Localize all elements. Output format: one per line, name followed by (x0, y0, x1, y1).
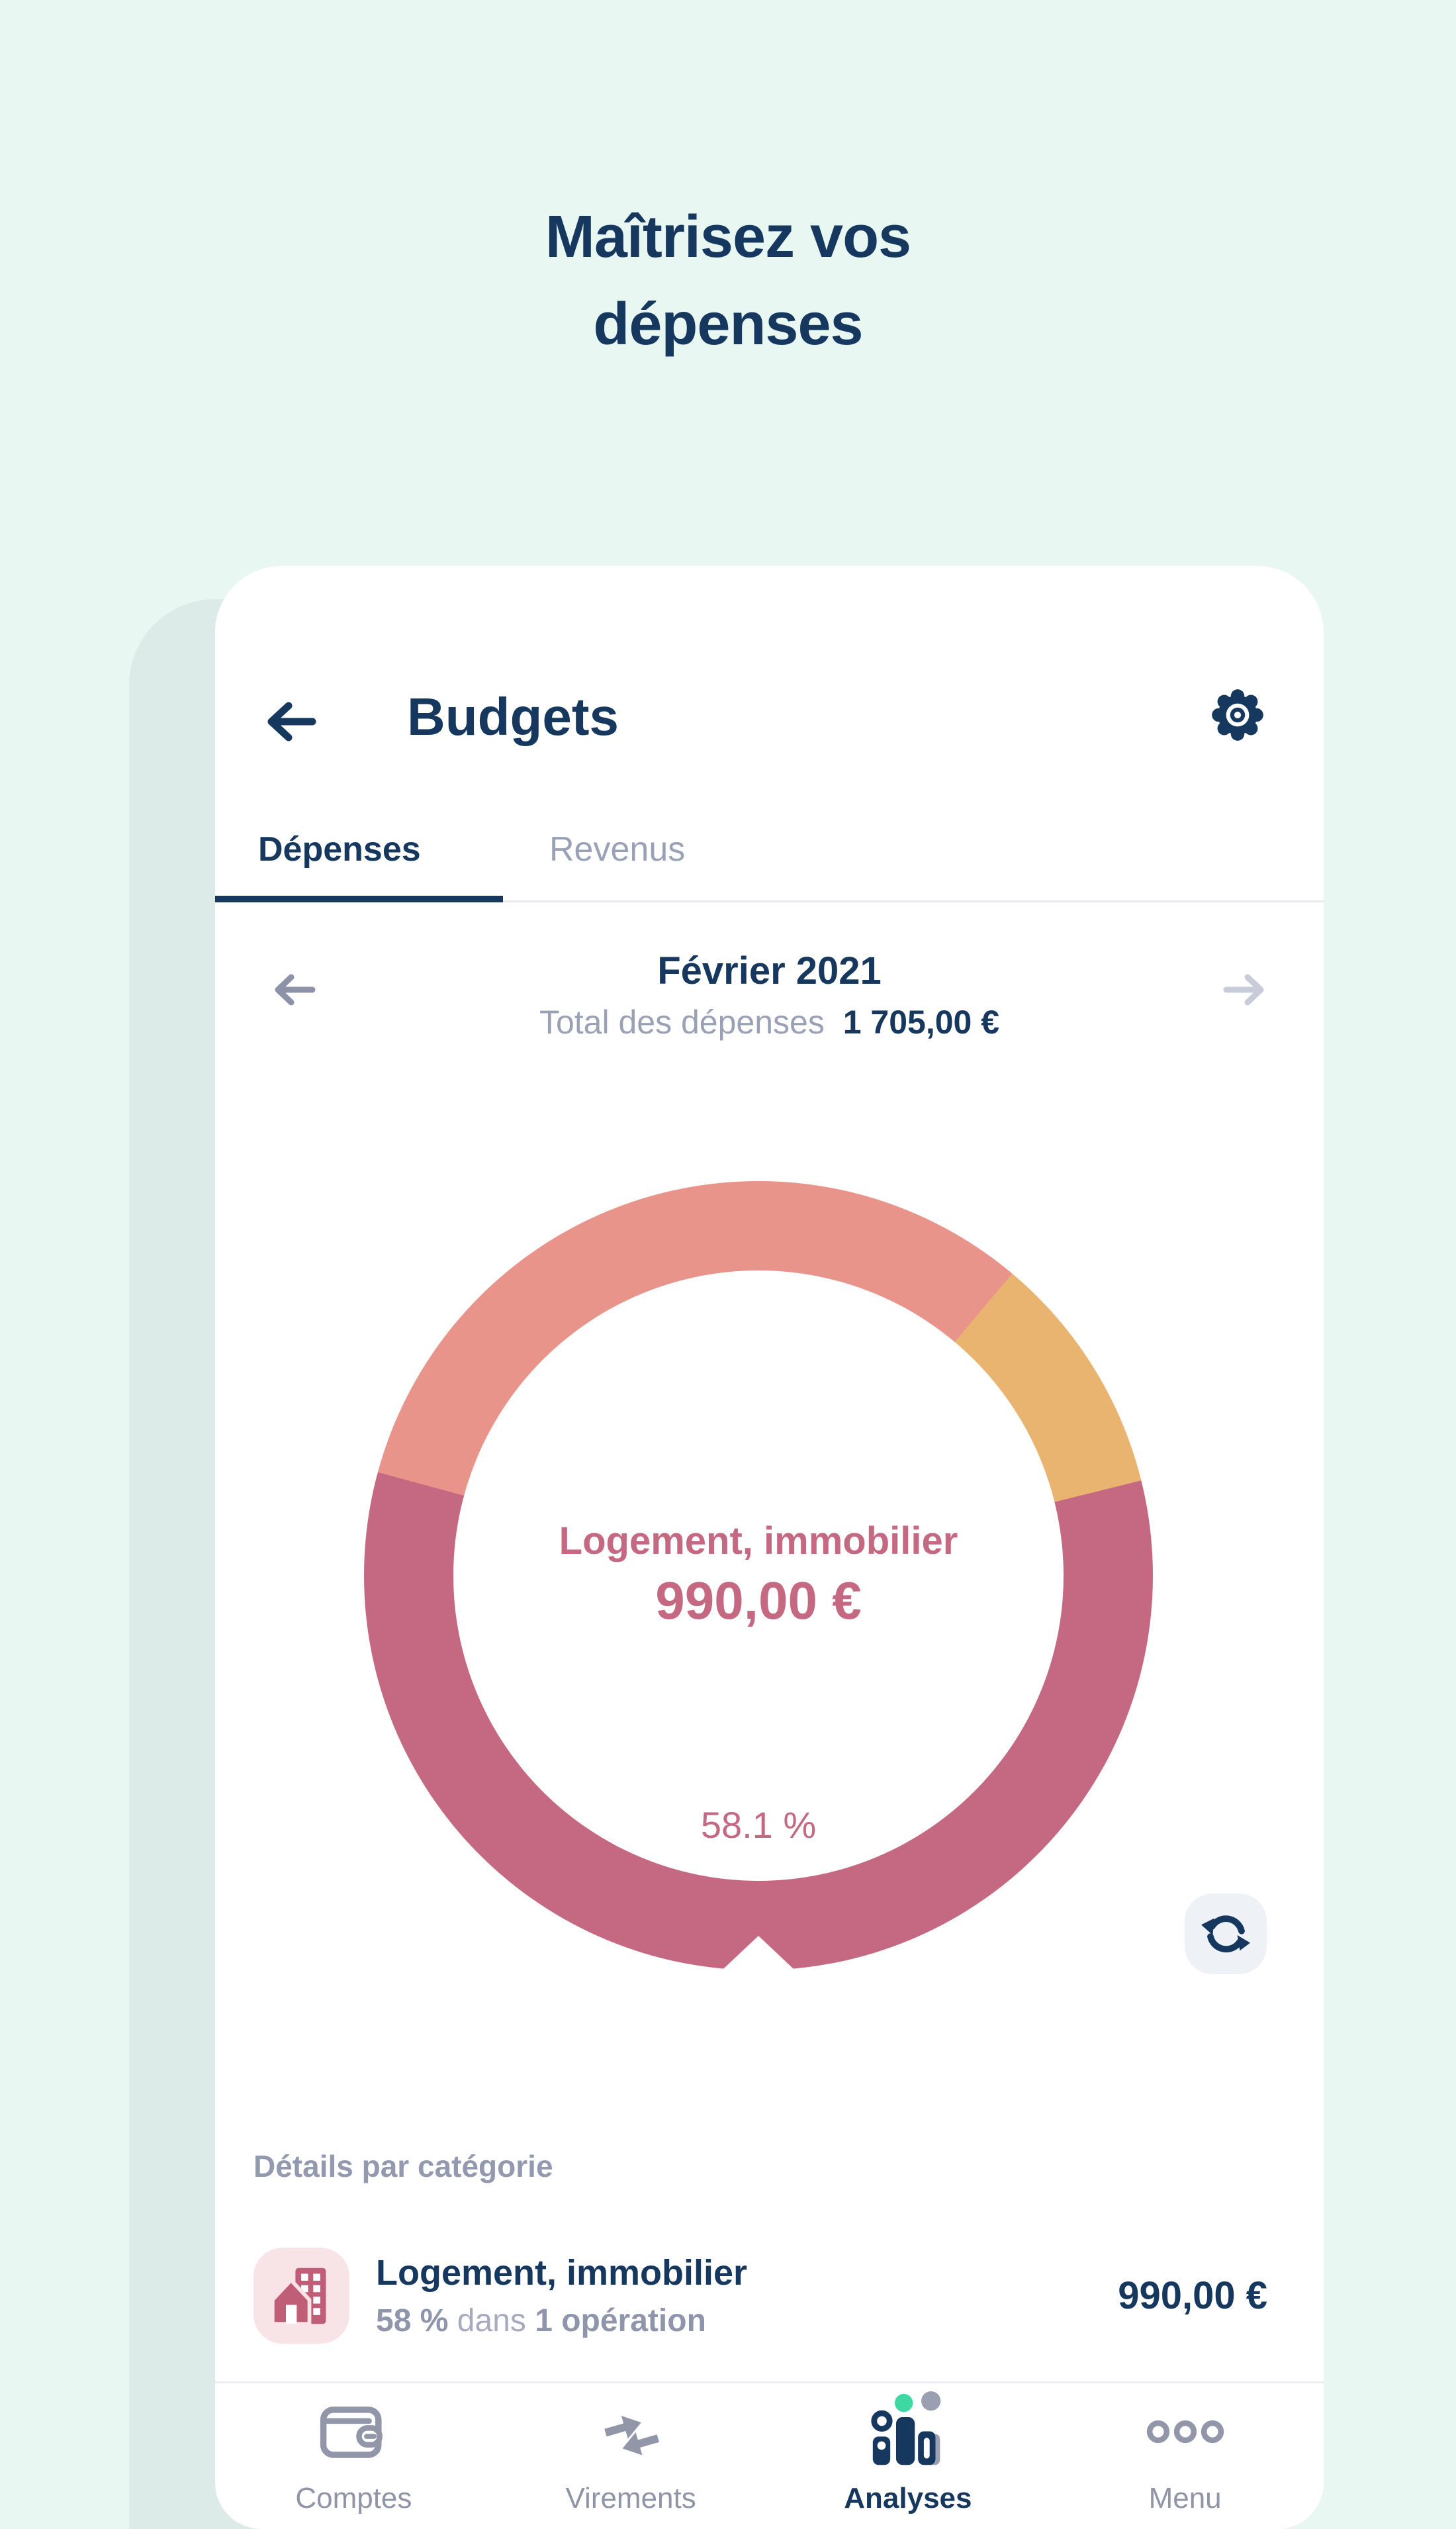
screen-title: Budgets (407, 687, 619, 746)
tab-revenus[interactable]: Revenus (549, 830, 686, 869)
back-arrow-icon (267, 702, 316, 741)
total-label: Total des dépenses (539, 1004, 825, 1041)
nav-label-analyses: Analyses (844, 2482, 972, 2514)
nav-item-comptes[interactable]: Comptes (215, 2383, 492, 2529)
three-dots-icon (1144, 2390, 1226, 2473)
tabs-divider (215, 900, 1324, 902)
category-share-joiner: dans (457, 2303, 526, 2338)
bar-chart-icon (868, 2390, 948, 2473)
nav-item-virements[interactable]: Virements (492, 2383, 770, 2529)
total-amount: 1 705,00 € (842, 1004, 1000, 1041)
category-amount: 990,00 € (1118, 2274, 1267, 2317)
month-total: Total des dépenses 1 705,00 € (215, 1003, 1324, 1041)
page-title: Maîtrisez vos dépenses (0, 193, 1456, 368)
bottom-nav-divider (215, 2381, 1324, 2383)
page-title-line1: Maîtrisez vos (545, 204, 911, 270)
sync-icon (1201, 1915, 1251, 1953)
gear-icon (1212, 689, 1263, 741)
category-row-logement[interactable]: Logement, immobilier 58 % dans 1 opérati… (253, 2241, 1267, 2350)
selected-category-amount: 990,00 € (655, 1571, 862, 1630)
donut-hole (453, 1270, 1064, 1881)
arrow-left-icon (275, 974, 316, 1006)
nav-label-menu: Menu (1148, 2482, 1222, 2514)
page-title-line2: dépenses (593, 291, 863, 358)
selected-category-percent: 58.1 % (700, 1804, 817, 1846)
nav-label-comptes: Comptes (295, 2482, 412, 2514)
nav-item-analyses[interactable]: Analyses (770, 2383, 1047, 2529)
wallet-icon (319, 2390, 388, 2473)
category-share-operations: 1 opération (535, 2303, 706, 2338)
bottom-nav: Comptes Virements (215, 2383, 1324, 2529)
category-texts: Logement, immobilier 58 % dans 1 opérati… (376, 2252, 747, 2339)
house-building-icon (270, 2267, 326, 2326)
refresh-button[interactable] (1185, 1893, 1267, 1974)
tab-depenses[interactable]: Dépenses (258, 830, 421, 869)
nav-label-virements: Virements (565, 2482, 696, 2514)
transfer-arrows-icon (594, 2390, 667, 2473)
budget-donut-chart[interactable]: Logement, immobilier 990,00 € 58.1 % (364, 1181, 1153, 1980)
previous-month-button[interactable] (273, 971, 316, 1008)
selected-category-label: Logement, immobilier (559, 1519, 958, 1562)
next-month-button[interactable] (1222, 971, 1266, 1008)
arrow-right-icon (1223, 974, 1264, 1006)
details-heading: Détails par catégorie (253, 2149, 553, 2183)
category-name: Logement, immobilier (376, 2253, 748, 2293)
category-icon-tile (253, 2248, 349, 2344)
back-button[interactable] (265, 698, 318, 745)
category-share-percent: 58 % (376, 2303, 449, 2338)
active-tab-underline (215, 896, 503, 902)
category-share: 58 % dans 1 opération (376, 2303, 747, 2339)
settings-button[interactable] (1206, 684, 1269, 746)
phone-card: Budgets Dépenses Revenus Février 2021 To (215, 566, 1324, 2529)
month-title: Février 2021 (657, 949, 882, 992)
nav-item-menu[interactable]: Menu (1046, 2383, 1324, 2529)
